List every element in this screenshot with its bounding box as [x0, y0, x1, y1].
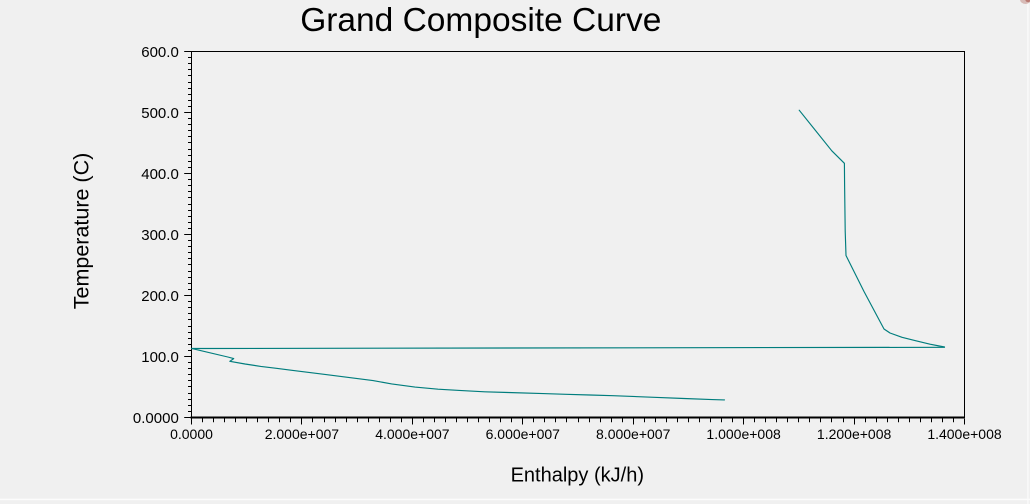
svg-text:Grand Composite Curve: Grand Composite Curve [300, 2, 661, 39]
svg-text:1.400e+008: 1.400e+008 [927, 426, 1002, 442]
svg-text:100.0: 100.0 [141, 349, 179, 366]
svg-text:500.0: 500.0 [141, 105, 179, 122]
svg-text:0.0000: 0.0000 [170, 426, 213, 442]
svg-text:0.0000: 0.0000 [133, 410, 179, 427]
svg-text:1.200e+008: 1.200e+008 [817, 426, 892, 442]
svg-text:8.000e+007: 8.000e+007 [596, 426, 671, 442]
svg-text:4.000e+007: 4.000e+007 [375, 426, 450, 442]
svg-text:Temperature (C): Temperature (C) [70, 153, 94, 310]
svg-text:300.0: 300.0 [141, 227, 179, 244]
svg-text:1.000e+008: 1.000e+008 [706, 426, 781, 442]
svg-text:6.000e+007: 6.000e+007 [486, 426, 561, 442]
svg-text:Enthalpy (kJ/h): Enthalpy (kJ/h) [511, 464, 644, 486]
svg-text:400.0: 400.0 [141, 166, 179, 183]
svg-text:2.000e+007: 2.000e+007 [265, 426, 340, 442]
svg-text:200.0: 200.0 [141, 288, 179, 305]
svg-text:600.0: 600.0 [141, 44, 179, 61]
